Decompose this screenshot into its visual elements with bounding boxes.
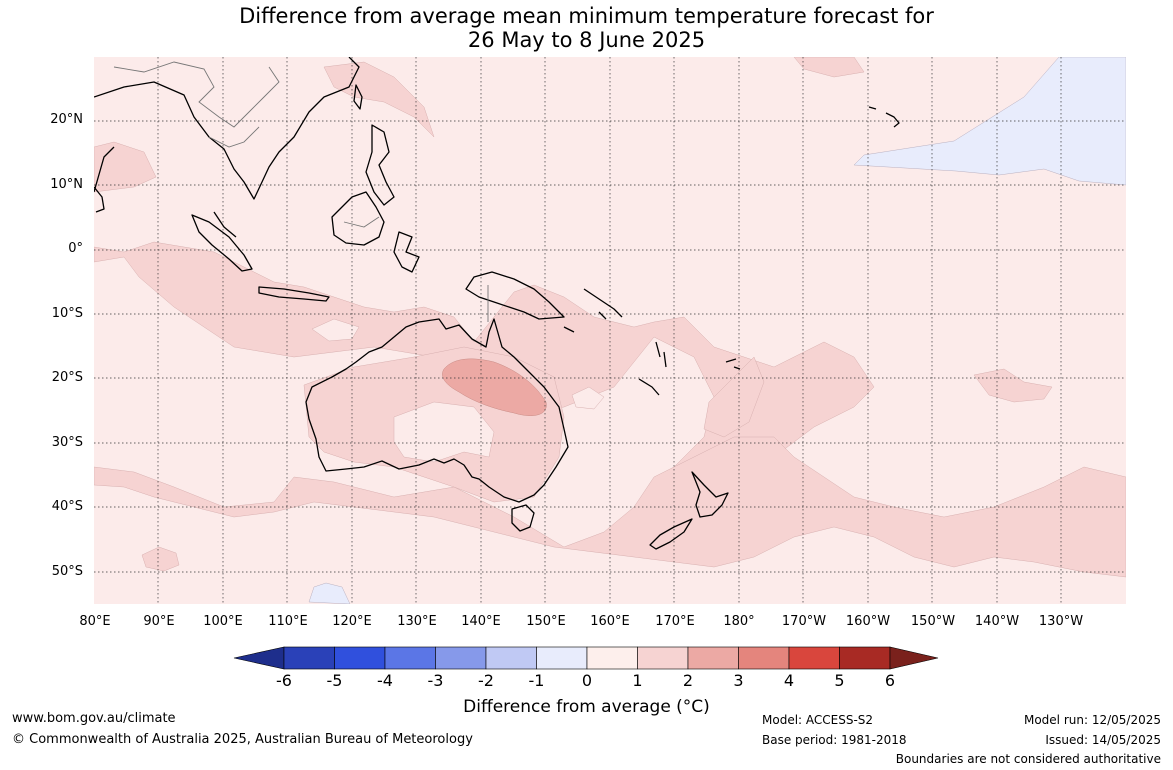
lon-label-100e: 100°E bbox=[203, 614, 243, 629]
lon-label-80e: 80°E bbox=[79, 614, 111, 629]
coast-new-guinea bbox=[465, 271, 565, 320]
coast-se-asia bbox=[94, 57, 360, 238]
lat-label-0: 0° bbox=[68, 241, 83, 256]
colorbar-tick-label: -4 bbox=[377, 671, 393, 690]
colorbar-tick-label: -6 bbox=[276, 671, 292, 690]
coast-vanuatu bbox=[655, 341, 667, 368]
lon-label-120e: 120°E bbox=[332, 614, 372, 629]
colorbar-segment bbox=[839, 646, 891, 670]
colorbar-tick-label: 6 bbox=[884, 671, 896, 690]
coast-sumatra bbox=[191, 214, 253, 272]
lat-label-40s: 40°S bbox=[51, 499, 83, 514]
warm-band-pacific-north bbox=[793, 57, 865, 78]
lon-label-160e: 160°E bbox=[590, 614, 630, 629]
colorbar-segment bbox=[283, 646, 335, 670]
lat-label-20s: 20°S bbox=[51, 370, 83, 385]
colorbar-tick-label: -2 bbox=[478, 671, 494, 690]
colorbar-tick-label: 2 bbox=[682, 671, 694, 690]
coast-new-zealand-south bbox=[649, 518, 693, 550]
colorbar-segment bbox=[788, 646, 840, 670]
coast-sulawesi bbox=[393, 231, 420, 273]
anomaly-map bbox=[94, 57, 1126, 604]
warm-band-pacific-mid bbox=[703, 356, 765, 438]
title-line-1: Difference from average mean minimum tem… bbox=[239, 4, 934, 28]
lon-label-140w: 140°W bbox=[974, 614, 1020, 629]
warm-band-north bbox=[94, 141, 157, 193]
colorbar-title: Difference from average (°C) bbox=[463, 697, 710, 717]
coast-java bbox=[258, 286, 330, 302]
colorbar-segments bbox=[233, 646, 939, 670]
lon-label-130e: 130°E bbox=[397, 614, 437, 629]
map-panel bbox=[94, 57, 1126, 604]
lon-label-110e: 110°E bbox=[268, 614, 308, 629]
colorbar-segment bbox=[435, 646, 487, 670]
coast-new-zealand-north bbox=[691, 471, 729, 518]
coast-solomon-islands bbox=[563, 288, 623, 333]
footer-issued: Issued: 14/05/2025 bbox=[1045, 733, 1161, 747]
coast-sri-lanka bbox=[94, 186, 105, 213]
warm-spot-southwest bbox=[141, 546, 180, 572]
colorbar-segment bbox=[637, 646, 689, 670]
colorbar-segment bbox=[384, 646, 436, 670]
colorbar-segment bbox=[536, 646, 588, 670]
colorbar-tick-label: -1 bbox=[528, 671, 545, 690]
lon-label-130w: 130°W bbox=[1038, 614, 1084, 629]
lat-label-10n: 10°N bbox=[50, 177, 83, 192]
colorbar-tick-label: 4 bbox=[783, 671, 795, 690]
lon-label-170e: 170°E bbox=[655, 614, 695, 629]
lon-label-170w: 170°W bbox=[781, 614, 827, 629]
neutral-area-coralsea bbox=[571, 386, 605, 410]
lon-label-180: 180° bbox=[723, 614, 755, 629]
colorbar-tick-label: -5 bbox=[326, 671, 343, 690]
coast-australia bbox=[305, 318, 569, 503]
coast-philippines bbox=[365, 124, 395, 206]
footer-model: Model: ACCESS-S2 bbox=[762, 713, 874, 727]
neutral-area-indian bbox=[311, 318, 360, 342]
neutral-area-australia bbox=[393, 401, 495, 463]
hotspot-central-australia bbox=[442, 358, 547, 416]
colorbar-segment bbox=[586, 646, 638, 670]
lon-label-160w: 160°W bbox=[845, 614, 891, 629]
coast-new-caledonia bbox=[638, 378, 660, 396]
colorbar-tick-label: 1 bbox=[632, 671, 643, 690]
footer-disclaimer: Boundaries are not considered authoritat… bbox=[895, 752, 1161, 766]
colorbar-segment bbox=[687, 646, 739, 670]
title-line-2: 26 May to 8 June 2025 bbox=[467, 28, 706, 52]
colorbar-segment bbox=[738, 646, 790, 670]
lat-label-10s: 10°S bbox=[51, 306, 83, 321]
coast-borneo bbox=[331, 191, 385, 246]
footer-base-period: Base period: 1981-2018 bbox=[762, 733, 907, 747]
map-title: Difference from average mean minimum tem… bbox=[0, 4, 1173, 52]
coast-taiwan bbox=[353, 84, 363, 110]
lon-label-150e: 150°E bbox=[526, 614, 566, 629]
footer-copyright: © Commonwealth of Australia 2025, Austra… bbox=[12, 732, 473, 747]
coast-tasmania bbox=[511, 504, 535, 532]
warm-band-pacific-east bbox=[973, 368, 1053, 403]
lon-label-140e: 140°E bbox=[461, 614, 501, 629]
colorbar-tick-label: 3 bbox=[733, 671, 744, 690]
coast-hawaii bbox=[868, 106, 900, 128]
colorbar-arrow-low bbox=[233, 646, 285, 670]
lat-label-50s: 50°S bbox=[51, 564, 83, 579]
colorbar-arrow-high bbox=[889, 646, 939, 670]
colorbar-tick-label: -3 bbox=[427, 671, 444, 690]
colorbar-tick-label: 5 bbox=[834, 671, 845, 690]
gridlines bbox=[94, 57, 1126, 604]
colorbar-tick-label: 0 bbox=[581, 671, 593, 690]
colorbar-segment bbox=[485, 646, 537, 670]
borders bbox=[113, 61, 489, 322]
coast-fiji bbox=[725, 358, 741, 370]
footer-website[interactable]: www.bom.gov.au/climate bbox=[12, 711, 176, 726]
lat-label-30s: 30°S bbox=[51, 435, 83, 450]
colorbar-segment bbox=[334, 646, 386, 670]
lon-label-150w: 150°W bbox=[910, 614, 956, 629]
cool-spot-southwest bbox=[308, 582, 351, 604]
colorbar bbox=[233, 646, 939, 670]
footer-model-run: Model run: 12/05/2025 bbox=[1023, 713, 1161, 727]
lon-label-90e: 90°E bbox=[143, 614, 175, 629]
coastlines bbox=[94, 57, 900, 550]
lat-label-20n: 20°N bbox=[50, 112, 83, 127]
